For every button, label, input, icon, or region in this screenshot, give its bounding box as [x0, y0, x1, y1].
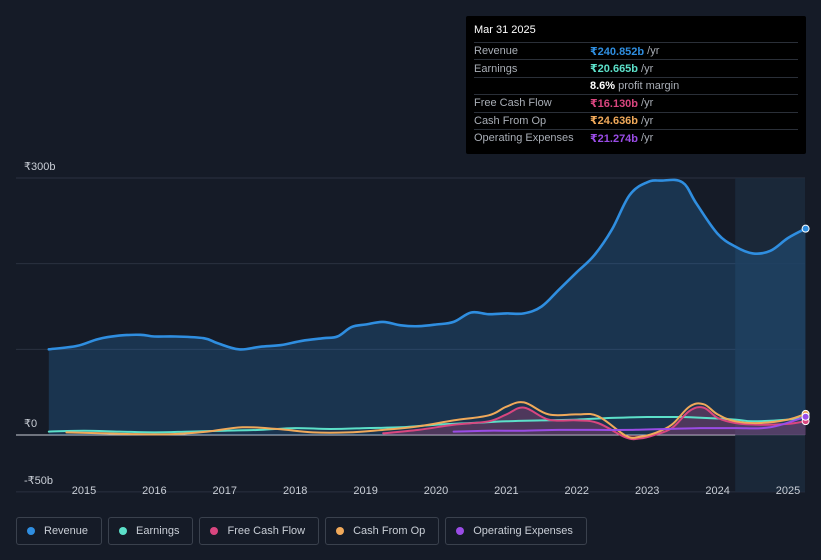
x-tick-label: 2016: [142, 485, 166, 497]
tooltip-row-unit: /yr: [641, 62, 654, 75]
x-tick-label: 2021: [494, 485, 518, 497]
x-tick-label: 2017: [213, 485, 237, 497]
tooltip-row-label: Revenue: [474, 45, 519, 58]
tooltip-row-value: ₹24.636b: [590, 115, 639, 128]
x-tick-label: 2015: [72, 485, 96, 497]
x-tick-label: 2020: [424, 485, 448, 497]
x-tick-label: 2022: [565, 485, 589, 497]
series-line-revenue: [47, 178, 807, 351]
x-tick-label: 2018: [283, 485, 307, 497]
tooltip-row: Cash From Op ₹24.636b/yr: [474, 111, 798, 129]
tooltip-row: Earnings ₹20.665b/yr: [474, 59, 798, 76]
data-tooltip: Mar 31 2025 Revenue ₹240.852b/yr Earnings ₹…: [466, 16, 806, 154]
x-tick-label: 2019: [353, 485, 377, 497]
tooltip-row-value: ₹16.130b: [590, 97, 639, 110]
legend-dot-icon: [119, 527, 128, 535]
x-axis-labels: 2015 2016 2017 2018 2019 2020 2021 2022 2023 2024…: [72, 485, 800, 497]
endpoint-revenue: [801, 224, 810, 233]
legend-item[interactable]: Earnings: [108, 517, 194, 545]
series-endpoints: [801, 224, 810, 426]
tooltip-row: Revenue ₹240.852b/yr: [474, 42, 798, 59]
tooltip-row-label: Operating Expenses: [474, 132, 574, 145]
tooltip-row-unit: /yr: [641, 114, 654, 127]
series-area-revenue: [48, 179, 806, 435]
legend-label: Revenue: [44, 525, 89, 537]
tooltip-row-unit: /yr: [641, 132, 654, 145]
y-axis-labels: ₹300b ₹0 -₹50b: [24, 161, 55, 487]
chart-legend: Revenue Earnings Free Cash Flow Cash From O…: [16, 517, 587, 545]
x-tick-label: 2023: [635, 485, 659, 497]
x-tick-label: 2025: [776, 485, 800, 497]
tooltip-row-value: ₹21.274b: [590, 132, 639, 145]
tooltip-date: Mar 31 2025: [474, 24, 536, 36]
tooltip-row-unit: profit margin: [618, 79, 680, 92]
tooltip-row: Free Cash Flow ₹16.130b/yr: [474, 94, 798, 111]
legend-label: Operating Expenses: [473, 525, 573, 537]
legend-dot-icon: [27, 527, 35, 535]
legend-label: Cash From Op: [353, 525, 426, 537]
y-tick-label: -₹50b: [24, 475, 53, 487]
legend-item[interactable]: Cash From Op: [325, 517, 440, 545]
legend-item[interactable]: Free Cash Flow: [199, 517, 320, 545]
tooltip-row-unit: /yr: [647, 45, 660, 58]
financial-chart: ₹300b ₹0 -₹50b 2015 2016 2017 2018 2019 2020 202…: [16, 161, 810, 497]
legend-item[interactable]: Revenue: [16, 517, 103, 545]
tooltip-rows: Revenue ₹240.852b/yr Earnings ₹20.665b/yr 8.…: [474, 42, 798, 146]
forecast-band: [735, 178, 805, 492]
tooltip-row-value: 8.6%: [590, 79, 616, 92]
x-tick-label: 2024: [705, 485, 729, 497]
legend-label: Free Cash Flow: [227, 525, 306, 537]
legend-item[interactable]: Operating Expenses: [445, 517, 587, 545]
legend-dot-icon: [336, 527, 345, 535]
series-lines: [47, 178, 807, 441]
y-tick-label: ₹0: [24, 418, 37, 430]
endpoint-operating-expenses: [801, 412, 810, 421]
series-line-operating-expenses: [452, 415, 807, 433]
legend-dot-icon: [210, 527, 219, 535]
legend-label: Earnings: [136, 525, 180, 537]
series-areas: [48, 179, 806, 440]
tooltip-row-value: ₹240.852b: [590, 45, 645, 58]
series-line-cash-from-op: [65, 401, 807, 439]
tooltip-row-label: Cash From Op: [474, 114, 547, 127]
tooltip-row-label: Free Cash Flow: [474, 97, 552, 110]
tooltip-row: Operating Expenses ₹21.274b/yr: [474, 128, 798, 146]
series-line-free-cash-flow: [382, 406, 807, 441]
legend-dot-icon: [456, 527, 465, 535]
tooltip-row-unit: /yr: [641, 97, 654, 110]
tooltip-row: 8.6% profit margin: [474, 76, 798, 94]
tooltip-row-value: ₹20.665b: [590, 63, 639, 76]
tooltip-row-label: Earnings: [474, 62, 518, 75]
y-tick-label: ₹300b: [24, 161, 55, 173]
